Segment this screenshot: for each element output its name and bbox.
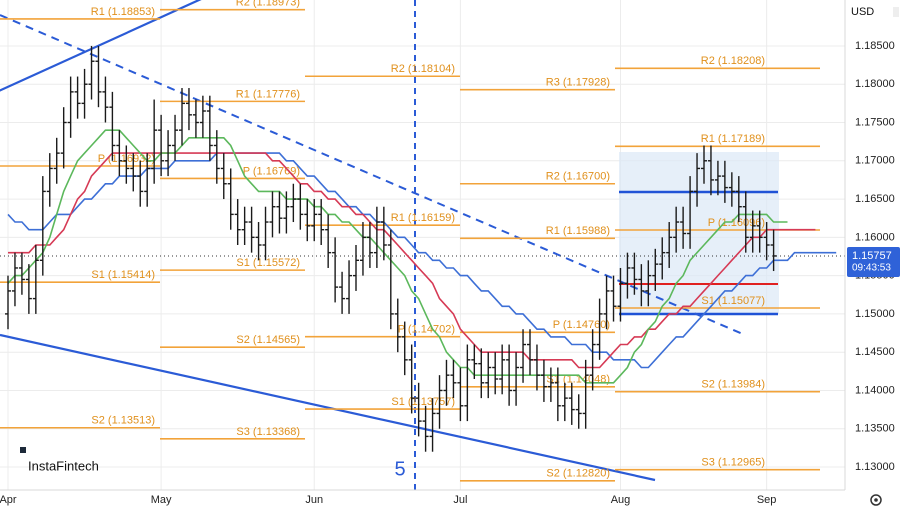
pivot-label: R1 (1.16159)	[391, 212, 455, 224]
pivot-label: P (1.14702)	[398, 324, 455, 336]
y-tick-label: 1.18000	[855, 78, 895, 90]
pivot-label: R2 (1.18973)	[236, 0, 300, 9]
watermark-text: InstaFintech	[28, 458, 99, 473]
pivot-label: P (1.16096)	[708, 217, 765, 229]
pivot-label: P (1.14760)	[553, 319, 610, 331]
pivot-label: R1 (1.18853)	[91, 6, 155, 18]
pivot-label: S1 (1.13757)	[391, 396, 455, 408]
logo	[20, 447, 26, 453]
pivot-label: S2 (1.14565)	[236, 334, 300, 346]
scroll-hint	[893, 7, 899, 17]
pivot-label: R3 (1.17928)	[546, 77, 610, 89]
y-tick-label: 1.13000	[855, 461, 895, 473]
y-tick-label: 1.18500	[855, 40, 895, 52]
pivot-label: S2 (1.13513)	[91, 415, 155, 427]
ma-line	[7, 152, 837, 369]
y-tick-label: 1.13500	[855, 423, 895, 435]
pivot-label: S3 (1.13368)	[236, 426, 300, 438]
pivot-label: R1 (1.15988)	[546, 225, 610, 237]
pivot-label: P (1.16769)	[243, 165, 300, 177]
x-tick-label: Aug	[611, 494, 631, 506]
pivot-label: R2 (1.18208)	[701, 55, 765, 67]
pivot-label: S3 (1.12965)	[701, 457, 765, 469]
settings-icon[interactable]	[870, 494, 882, 506]
y-tick-label: 1.16500	[855, 193, 895, 205]
pivot-label: R1 (1.17776)	[236, 88, 300, 100]
pivot-label: R1 (1.17189)	[701, 133, 765, 145]
pivot-label: S1 (1.15077)	[701, 295, 765, 307]
y-tick-label: 1.14000	[855, 384, 895, 396]
y-tick-label: 1.15000	[855, 308, 895, 320]
marks	[0, 45, 845, 452]
ma-line	[8, 152, 816, 369]
trend-line	[0, 333, 656, 482]
y-tick-label: 1.16000	[855, 231, 895, 243]
currency: USD	[851, 6, 874, 18]
volume-profile-box	[619, 152, 779, 314]
y-tick-label: 1.14500	[855, 346, 895, 358]
pivot-label: S2 (1.13984)	[701, 379, 765, 391]
x-tick-label: Jun	[305, 494, 323, 506]
settings-icon-dot	[874, 498, 878, 502]
last-price-label: 1.15757	[852, 250, 892, 262]
watermark: InstaFintech	[20, 447, 99, 473]
trend-line	[0, 0, 202, 92]
countdown: 09:43:53	[852, 263, 891, 274]
y-tick-label: 1.17500	[855, 116, 895, 128]
annotation: 5	[394, 458, 405, 480]
y-tick-label: 1.17000	[855, 155, 895, 167]
pivot-label: S2 (1.12820)	[546, 468, 610, 480]
axis-labels: 1.130001.135001.140001.145001.150001.155…	[0, 40, 900, 506]
pivot-label: R2 (1.16700)	[546, 171, 610, 183]
last-price-box	[847, 246, 900, 277]
ma-line	[7, 129, 788, 384]
x-tick-label: Sep	[757, 494, 777, 506]
pivot-label: R2 (1.18104)	[391, 63, 455, 75]
x-tick-label: Apr	[0, 494, 17, 506]
pivot-label: S1 (1.15572)	[236, 257, 300, 269]
pivot-label: S1 (1.15414)	[91, 269, 155, 281]
x-tick-label: Jul	[453, 494, 467, 506]
x-tick-label: May	[151, 494, 172, 506]
